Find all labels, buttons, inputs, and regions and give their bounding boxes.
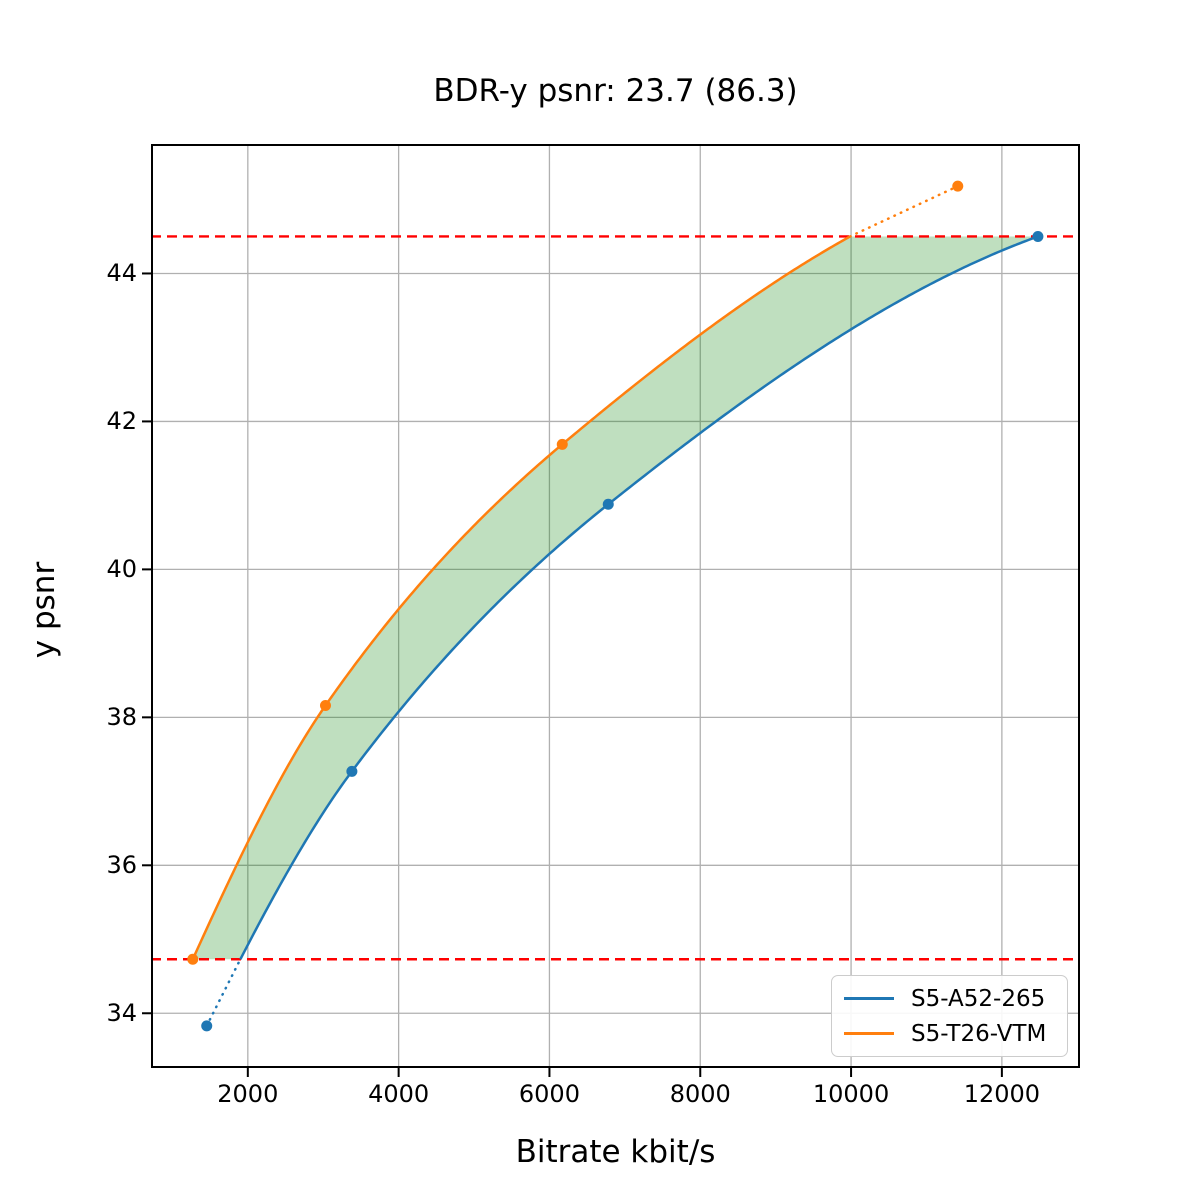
y-tick-label: 36 [106,851,137,880]
series-markers-s5-t26-vtm [187,180,964,965]
series-line-s5-a52-265 [239,235,1039,960]
x-tick-label: 4000 [368,1080,430,1108]
y-tick-label: 44 [106,259,137,288]
x-tick-label: 2000 [217,1080,279,1108]
legend-item-label: S5-A52-265 [911,985,1046,1012]
x-tick-label: 8000 [669,1080,731,1108]
legend-line-swatch-blue [844,997,894,1000]
x-tick-label: 10000 [812,1080,890,1108]
legend-item: S5-A52-265 [832,982,1067,1016]
legend-line-swatch-orange [844,1032,894,1035]
y-tick-label: 38 [106,703,137,732]
y-tick-label: 34 [106,999,137,1028]
legend-item: S5-T26-VTM [832,1017,1067,1051]
y-tick-label: 40 [106,555,137,584]
chart-title: BDR-y psnr: 23.7 (86.3) [433,73,798,109]
x-axis-label: Bitrate kbit/s [515,1134,716,1170]
overlap-lines [151,235,1080,961]
x-tick-label: 12000 [963,1080,1041,1108]
series-markers-s5-a52-265 [201,230,1044,1032]
y-axis-label: y psnr [26,561,62,659]
y-tick-label: 42 [106,407,137,436]
overlap-fill [192,236,1038,960]
legend: S5-A52-265 S5-T26-VTM [831,975,1068,1057]
gridlines [151,144,1080,1068]
x-tick-label: 6000 [518,1080,580,1108]
dotted-extensions [205,184,960,1028]
series-line-s5-t26-vtm [191,235,851,960]
plot-border [151,144,1080,1068]
legend-item-label: S5-T26-VTM [911,1020,1047,1047]
axis-tick-marks [142,272,1003,1077]
